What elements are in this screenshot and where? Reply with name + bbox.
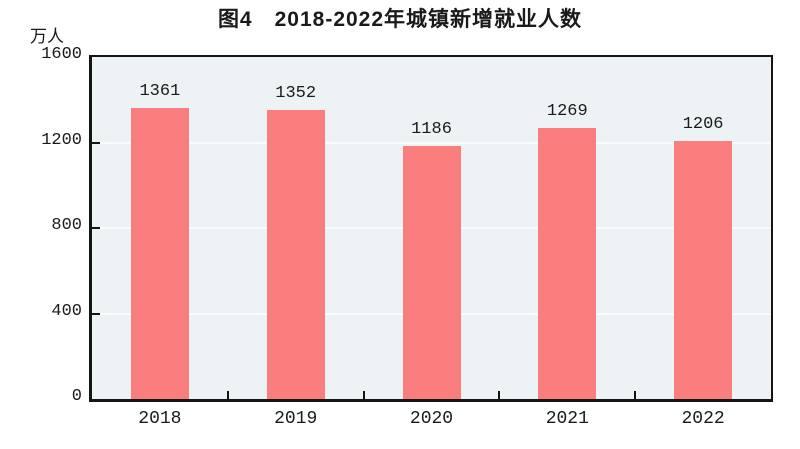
value-label-2018: 1361	[139, 82, 181, 102]
x-axis-label-2018: 2018	[138, 409, 182, 429]
y-axis-tick-400	[92, 312, 100, 315]
y-axis-label-400: 400	[51, 301, 82, 321]
x-axis-tick	[498, 391, 501, 399]
y-axis-label-0: 0	[71, 387, 82, 406]
x-axis-tick	[362, 391, 365, 399]
y-axis-label-1200: 1200	[41, 130, 82, 150]
bar-2021	[538, 127, 597, 399]
y-axis-tick-800	[92, 227, 100, 229]
x-axis-label-2022: 2022	[681, 409, 725, 429]
gridline-1200	[92, 141, 771, 144]
value-label-2020: 1186	[411, 119, 452, 139]
y-axis-tick-1200	[92, 141, 100, 144]
x-axis-tick	[634, 391, 637, 399]
x-axis-label-2019: 2019	[274, 409, 318, 429]
bar-2019	[266, 110, 325, 399]
y-axis-unit-label: 万人	[30, 27, 64, 46]
chart-title: 图4 2018-2022年城镇新增就业人数	[217, 8, 583, 31]
y-axis-label-800: 800	[51, 216, 82, 235]
x-axis-label-2020: 2020	[409, 409, 454, 429]
bar-2022	[674, 141, 733, 399]
plot-area: 1361 1352 1186 1269 1206	[89, 55, 773, 402]
x-axis-tick	[226, 391, 229, 399]
value-label-2021: 1269	[546, 101, 588, 121]
value-label-2022: 1206	[682, 115, 724, 135]
y-axis-label-1600: 1600	[41, 45, 82, 64]
bar-2018	[130, 108, 189, 399]
value-label-2019: 1352	[275, 84, 317, 104]
x-axis-label-2021: 2021	[545, 409, 589, 429]
bar-2020	[402, 145, 461, 399]
